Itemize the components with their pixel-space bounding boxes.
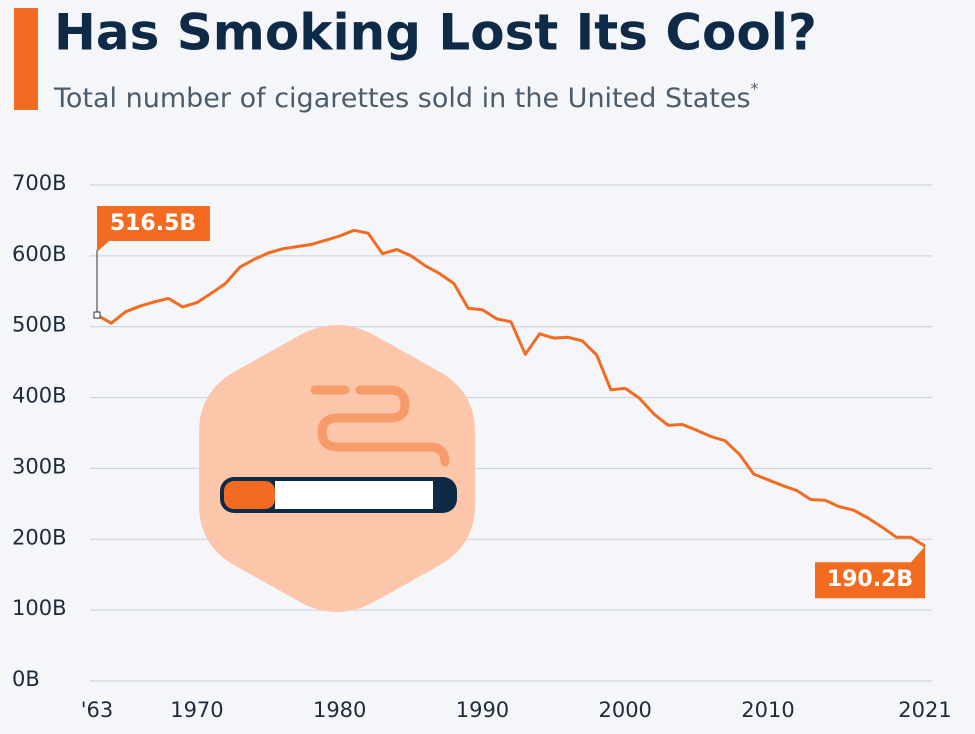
annotation-box [97, 206, 210, 252]
y-tick-label: 100B [12, 596, 67, 620]
y-tick-label: 200B [12, 525, 67, 549]
accent-bar [14, 8, 38, 110]
chart-title: Has Smoking Lost Its Cool? [54, 4, 817, 62]
x-tick-label: 1990 [456, 698, 509, 722]
footnote-marker: * [751, 79, 759, 98]
plot: 516.5B 190.2B [93, 206, 926, 599]
icon-ember [224, 481, 275, 509]
x-tick-label: 2021 [898, 698, 951, 722]
chart-subtitle: Total number of cigarettes sold in the U… [53, 79, 759, 114]
subtitle-text: Total number of cigarettes sold in the U… [53, 83, 751, 114]
y-tick-label: 0B [12, 667, 40, 691]
y-tick-label: 300B [12, 454, 67, 478]
icon-smoke [310, 385, 450, 467]
icon-paper [275, 481, 433, 509]
x-tick-label: 2000 [598, 698, 651, 722]
annotation-box [815, 546, 925, 599]
x-tick-label: 1980 [313, 698, 366, 722]
icon [199, 325, 475, 612]
x-tick-label: 2010 [741, 698, 794, 722]
y-tick-label: 500B [12, 313, 67, 337]
annotation-label: 516.5B [110, 211, 196, 236]
y-tick-label: 700B [12, 171, 67, 195]
y-tick-label: 600B [12, 242, 67, 266]
y-tick-label: 400B [12, 384, 67, 408]
annotation-label: 190.2B [827, 567, 913, 592]
x-tick-label: '63 [81, 698, 114, 722]
data-line [96, 228, 926, 548]
x-tick-label: 1970 [170, 698, 223, 722]
annotation-point [93, 311, 101, 319]
